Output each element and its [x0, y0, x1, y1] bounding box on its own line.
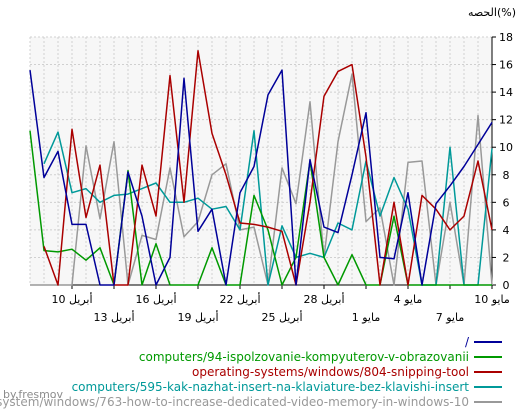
x-tick-label: 19 أبريل [177, 310, 218, 324]
legend-item: computers/595-kak-nazhat-insert-na-klavi… [72, 380, 502, 394]
y-tick-label: 2 [503, 251, 510, 264]
y-tick-label: 14 [499, 86, 513, 99]
x-tick-label: 13 أبريل [93, 310, 134, 324]
legend-label: / [464, 335, 469, 349]
y-axis-label: الحصه(%) [468, 6, 516, 19]
x-tick-label: 10 مايو [474, 293, 510, 306]
x-tick-label: 28 أبريل [303, 292, 344, 306]
line-chart: 0 2 4 6 8 10 12 14 16 18 10 مايو 7 مايو 4 مايو 1 مايو… [29, 6, 516, 324]
x-tick-label: 16 أبريل [135, 292, 176, 306]
x-tick-label: 22 أبريل [219, 292, 260, 306]
legend-item: system/windows/763-how-to-increase-dedic… [0, 395, 502, 409]
legend-item: / [465, 335, 502, 349]
y-tick-label: 10 [499, 141, 513, 154]
y-tick-label: 16 [499, 59, 513, 72]
legend-swatch [474, 371, 502, 373]
legend-label: operating-systems/windows/804-snipping-t… [192, 365, 469, 379]
series-line [29, 69, 493, 286]
y-tick-label: 6 [503, 196, 510, 209]
watermark: by.fresmov [3, 388, 64, 401]
legend-item: computers/94-ispolzovanie-kompyuterov-v-… [139, 350, 502, 364]
series-line [29, 130, 492, 286]
legend-swatch [474, 401, 502, 403]
legend: / computers/94-ispolzovanie-kompyuterov-v… [0, 333, 520, 409]
series-line [30, 73, 493, 286]
x-tick-label: 1 مايو [352, 311, 381, 324]
y-tick-label: 12 [499, 114, 513, 127]
y-tick-label: 18 [499, 31, 513, 44]
legend-label: computers/595-kak-nazhat-insert-na-klavi… [71, 380, 469, 394]
series-line [43, 50, 493, 286]
legend-label: computers/94-ispolzovanie-kompyuterov-v-… [138, 350, 469, 364]
x-tick-label: 7 مايو [436, 311, 465, 324]
legend-swatch [474, 341, 502, 343]
x-tick-label: 25 أبريل [261, 310, 302, 324]
legend-swatch [474, 386, 502, 388]
y-tick-label: 8 [503, 169, 510, 182]
x-tick-label: 10 أبريل [51, 292, 92, 306]
legend-label: system/windows/763-how-to-increase-dedic… [0, 395, 469, 409]
series-line [43, 129, 493, 286]
legend-swatch [474, 356, 502, 358]
y-tick-label: 0 [503, 279, 510, 292]
y-tick-label: 4 [503, 224, 510, 237]
x-tick-label: 4 مايو [394, 293, 423, 306]
legend-item: operating-systems/windows/804-snipping-t… [192, 365, 502, 379]
